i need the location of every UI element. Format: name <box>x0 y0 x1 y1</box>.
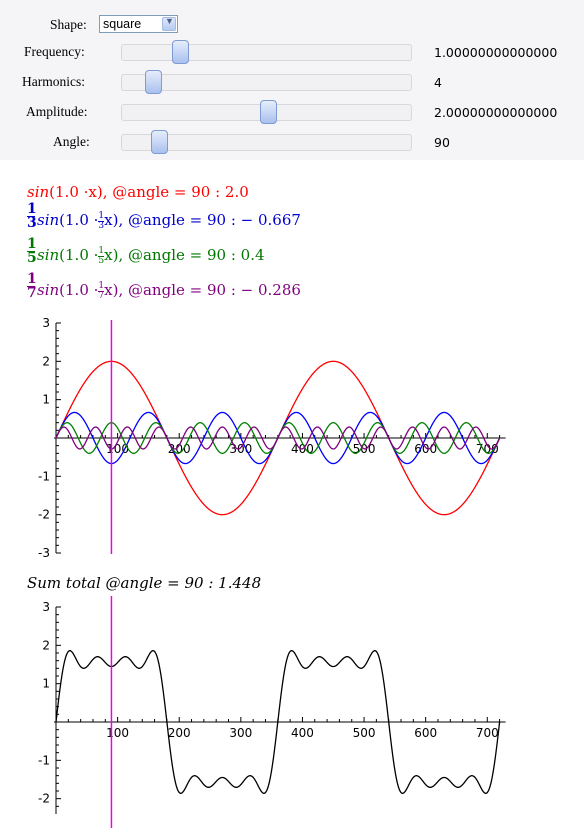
frequency-slider[interactable] <box>121 40 412 64</box>
x-tick-label: 600 <box>414 726 437 740</box>
series-line-1-3 <box>55 426 501 450</box>
harmonics-label: Harmonics: <box>22 74 85 89</box>
harmonics-slider-handle[interactable] <box>144 70 162 94</box>
shape-select[interactable]: square ▼ <box>99 15 178 33</box>
formula-harmonic-1: sin(1.0 ·x), @angle = 90 : 2.0 <box>27 183 249 201</box>
x-tick-label: 400 <box>291 726 314 740</box>
y-tick-label: 2 <box>42 354 50 368</box>
shape-label: Shape: <box>50 17 87 32</box>
harmonics-value: 4 <box>434 75 442 90</box>
y-tick-label: 3 <box>42 600 50 614</box>
x-tick-label: 700 <box>476 726 499 740</box>
formula-harmonic-3: sin(1.0 ·1 3x), @angle = 90 : − 0.667 <box>37 210 301 231</box>
amplitude-label: Amplitude: <box>26 104 88 119</box>
angle-value: 90 <box>434 135 450 150</box>
angle-slider-handle[interactable] <box>150 130 168 154</box>
y-tick-label: 3 <box>42 316 50 330</box>
frequency-slider-handle[interactable] <box>171 40 189 64</box>
y-tick-label: -2 <box>38 508 50 522</box>
x-tick-label: 300 <box>229 442 252 456</box>
sum-total-plot: 100 200 300 400 500 600 700 3 2 1 -1 -2 <box>38 596 506 828</box>
x-tick-label: 200 <box>168 726 191 740</box>
y-tick-label: -2 <box>38 792 50 806</box>
formula-harmonic-7: sin(1.0 ·1 7x), @angle = 90 : − 0.286 <box>37 280 301 301</box>
formula-harmonic-5: sin(1.0 ·1 5x), @angle = 90 : 0.4 <box>37 245 265 266</box>
y-tick-label: 1 <box>42 393 50 407</box>
y-tick-label: -3 <box>38 546 50 560</box>
sum-total-formula: Sum total @angle = 90 : 1.448 <box>27 574 262 592</box>
frequency-value: 1.00000000000000 <box>434 45 558 60</box>
angle-label: Angle: <box>53 134 90 149</box>
x-tick-label: 600 <box>414 442 437 456</box>
x-tick-label: 300 <box>229 726 252 740</box>
amplitude-slider-handle[interactable] <box>259 100 277 124</box>
angle-slider[interactable] <box>121 130 412 154</box>
amplitude-slider[interactable] <box>121 100 412 124</box>
y-tick-label: -1 <box>38 753 50 767</box>
frequency-label: Frequency: <box>24 44 85 59</box>
amplitude-value: 2.00000000000000 <box>434 105 558 120</box>
chevron-down-icon[interactable]: ▼ <box>162 16 176 31</box>
series-line-2-0 <box>55 650 501 794</box>
controls-panel: Shape: square ▼ Frequency: 1.00000000000… <box>0 0 584 160</box>
shape-select-value: square <box>103 17 142 31</box>
y-tick-label: 1 <box>42 677 50 691</box>
y-tick-label: -1 <box>38 469 50 483</box>
x-tick-label: 500 <box>353 726 376 740</box>
x-tick-label: 100 <box>106 726 129 740</box>
harmonics-slider[interactable] <box>121 70 412 94</box>
y-tick-label: 2 <box>42 638 50 652</box>
